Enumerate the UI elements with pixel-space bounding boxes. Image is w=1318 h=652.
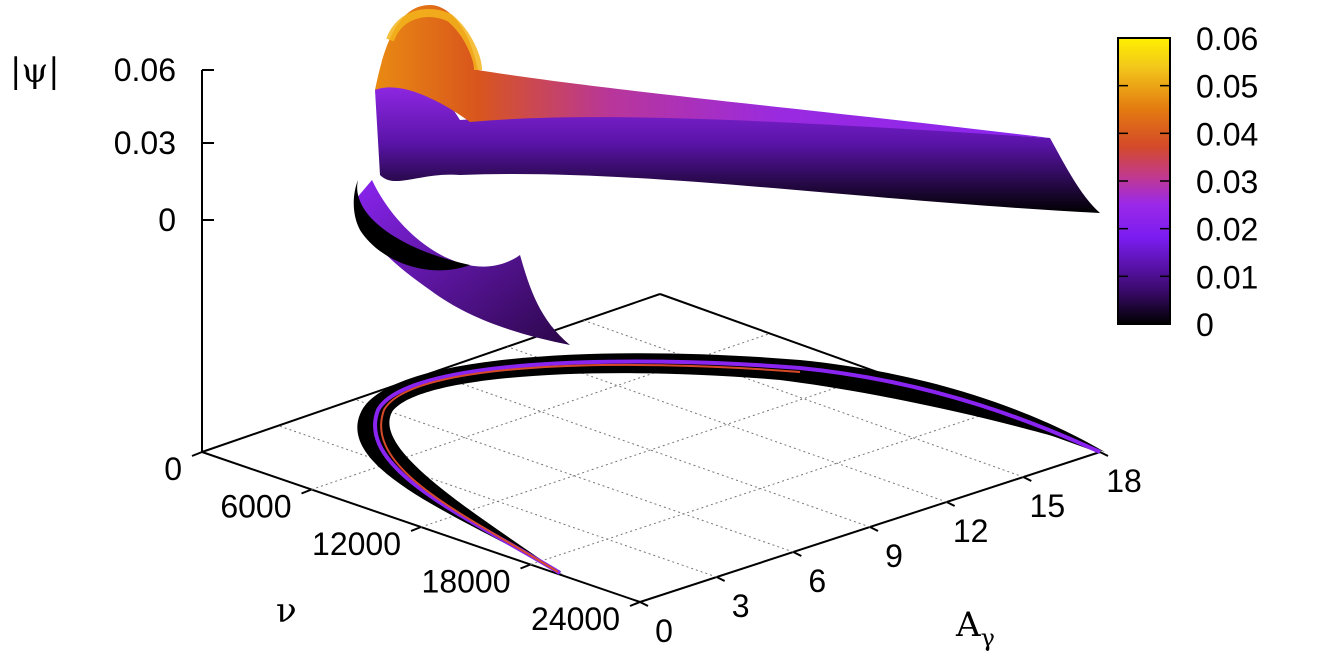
base-projection [357,353,1105,576]
base-ticks: 0 6000 12000 18000 24000 0 3 6 9 12 15 18 [164,451,1142,649]
a-tick-mark [946,501,956,507]
surface-ribbon [353,5,1100,345]
colorbar-tick-label: 0.05 [1196,69,1258,105]
a-tick-label: 9 [885,538,903,574]
ribbon-underside [353,180,470,271]
a-tick-mark [639,601,649,607]
colorbar-tick-label: 0.01 [1196,259,1258,295]
z-tick-label: 0.06 [114,52,176,88]
ribbon-top [375,5,1050,138]
nu-tick-label: 12000 [312,526,401,562]
nu-tick-mark [301,488,312,495]
nu-tick-label: 24000 [531,601,620,637]
a-tick-label: 6 [808,563,826,599]
z-tick-label: 0 [158,202,176,238]
ribbon-tail [355,180,570,345]
nu-axis-label: ν [276,591,297,631]
a-tick-mark [1022,476,1032,482]
colorbar: 0.06 0.05 0.04 0.03 0.02 0.01 0 [1117,21,1258,343]
a-tick-mark [1099,451,1109,457]
colorbar-tick-label: 0.02 [1196,212,1258,248]
nu-tick-mark [520,563,531,570]
nu-tick-mark [629,601,641,607]
colorbar-tick-label: 0 [1196,307,1214,343]
a-axis-label-sub: γ [981,624,995,652]
z-axis: 0.06 0.03 0 [114,52,214,238]
z-axis-label: |ψ| [10,51,60,91]
colorbar-tick-label: 0.04 [1196,116,1258,152]
projection-core [380,363,801,573]
ribbon-crest-highlight [386,9,482,71]
grid-line-a [278,425,717,578]
z-tick-label: 0.03 [114,125,176,161]
a-tick-mark [869,526,879,532]
projection-outer [357,353,1105,576]
a-tick-mark [716,576,726,582]
nu-tick-mark [191,451,203,457]
grid-line-nu [420,372,881,528]
ribbon-face [375,73,1100,213]
nu-tick-label: 0 [164,451,182,487]
colorbar-tick-label: 0.03 [1196,164,1258,200]
a-tick-label: 3 [732,588,750,624]
a-tick-label: 18 [1106,463,1142,499]
a-tick-label: 0 [655,613,673,649]
nu-tick-mark [410,526,422,532]
projection-inner [373,359,1101,575]
a-axis-label: Aγ [955,605,995,652]
a-tick-mark [792,551,802,557]
a-tick-label: 15 [1030,488,1066,524]
nu-tick-label: 6000 [220,489,291,525]
colorbar-ticks: 0.06 0.05 0.04 0.03 0.02 0.01 0 [1118,21,1258,343]
a-tick-label: 12 [953,513,989,549]
colorbar-tick-label: 0.06 [1196,21,1258,57]
a-axis-label-main: A [955,605,981,645]
grid-line-a [430,372,871,528]
nu-tick-label: 18000 [422,564,511,600]
